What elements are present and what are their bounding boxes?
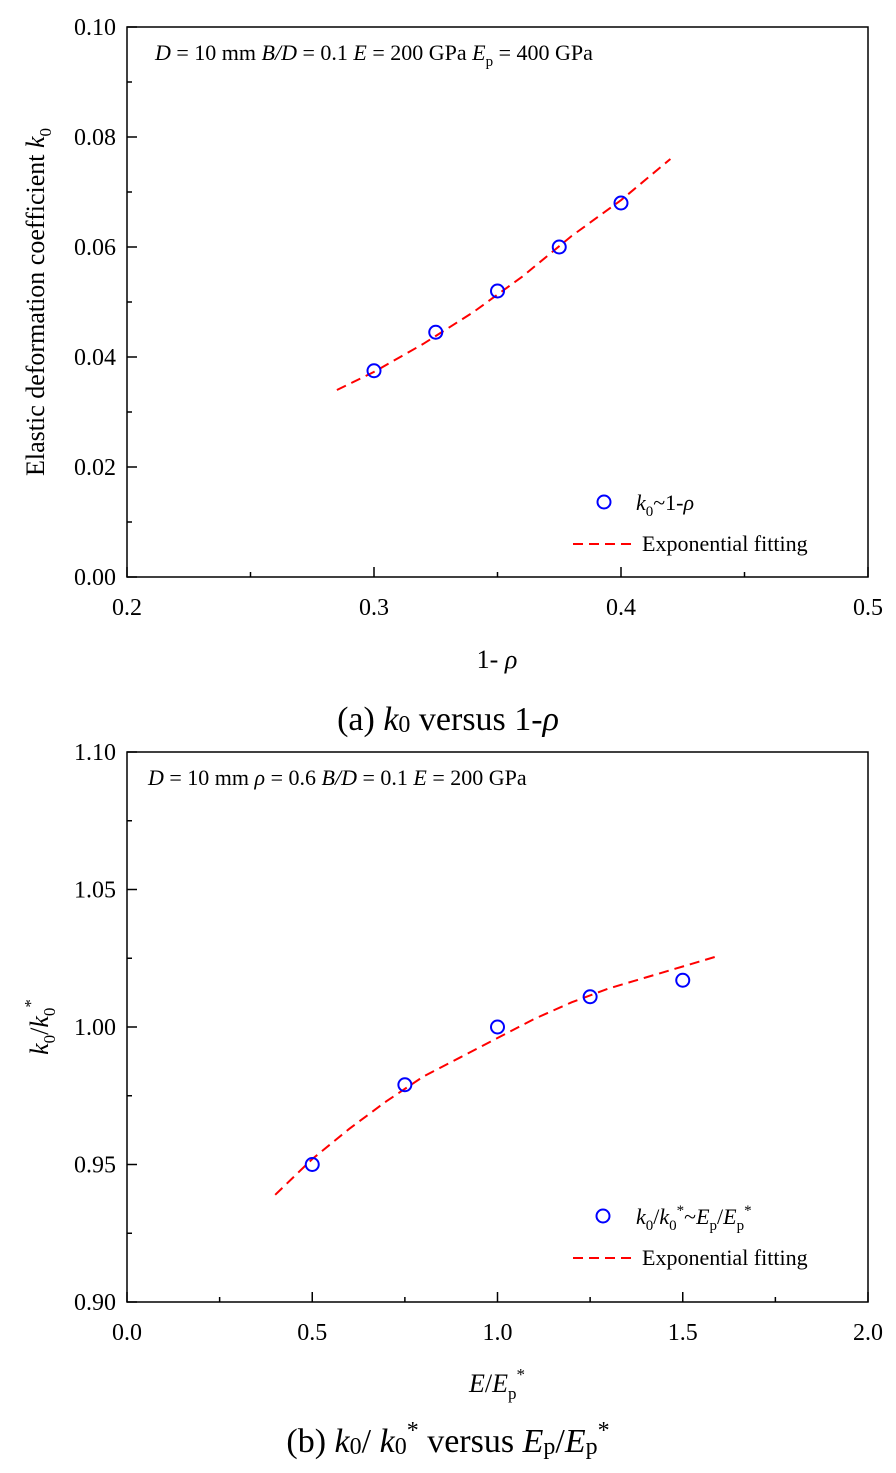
- legend-label-b-points: k0/k0*~Ep/Ep*: [636, 1203, 752, 1234]
- y-tick-label-a: 0.10: [74, 15, 116, 41]
- data-point-a: [428, 324, 444, 340]
- y-tick-label-a: 0.02: [74, 455, 116, 481]
- axis-ticks-a: 0.2 0.3 0.4 0.5 0.00 0.02 0.04 0.06 0.08 0.10: [74, 15, 883, 621]
- annotation-b: D = 10 mm ρ = 0.6 B/D = 0.1 E = 200 GPa: [147, 765, 527, 790]
- legend-a: k0~1-ρ Exponential fitting: [573, 490, 808, 556]
- data-point-a: [366, 363, 382, 379]
- y-axis-title-a: Elastic deformation coefficient k0: [21, 128, 55, 476]
- data-point-b: [582, 989, 598, 1005]
- annotation-a: D = 10 mm B/D = 0.1 E = 200 GPa Ep = 400…: [154, 40, 593, 70]
- y-tick-label-a: 0.06: [74, 235, 116, 261]
- x-tick-label-b: 0.5: [297, 1320, 327, 1346]
- axis-ticks-b: 0.0 0.5 1.0 1.5 2.0 0.90 0.95 1.00 1.05 1.10: [74, 740, 883, 1346]
- legend-label-a-points: k0~1-ρ: [636, 490, 694, 520]
- y-tick-label-b: 0.95: [74, 1153, 116, 1179]
- data-point-a: [551, 239, 567, 255]
- y-tick-label-b: 1.00: [74, 1015, 116, 1041]
- panel-b: 0.0 0.5 1.0 1.5 2.0 0.90 0.95 1.00 1.05 1.10 D = …: [21, 740, 883, 1460]
- caption-a: (a) k0 versus 1-ρ: [337, 701, 559, 738]
- plot-frame-a: [126, 26, 869, 578]
- data-point-b: [675, 972, 691, 988]
- legend-label-b-fit: Exponential fitting: [642, 1245, 808, 1270]
- data-point-b: [397, 1077, 413, 1093]
- x-axis-title-a: 1- ρ: [477, 645, 518, 674]
- fit-line-layer-a: [336, 158, 672, 391]
- legend-marker-a-points: [596, 494, 612, 510]
- y-tick-label-a: 0.04: [74, 345, 116, 371]
- x-tick-label-a: 0.3: [359, 595, 389, 621]
- x-tick-label-b: 1.5: [668, 1320, 698, 1346]
- legend-marker-b-points: [595, 1208, 611, 1224]
- x-tick-label-a: 0.2: [112, 595, 142, 621]
- scatter-layer-a: [366, 195, 629, 379]
- x-tick-label-a: 0.5: [853, 595, 883, 621]
- y-tick-label-b: 1.05: [74, 878, 116, 904]
- data-point-a: [490, 283, 505, 299]
- x-axis-title-b: E/Ep*: [468, 1365, 525, 1403]
- y-axis-title-b: k0/k0*: [21, 999, 59, 1055]
- caption-b: (b) k0/ k0* versus Ep/Ep*: [286, 1418, 609, 1460]
- data-point-b: [490, 1019, 505, 1035]
- x-tick-label-b: 0.0: [112, 1320, 142, 1346]
- data-point-b: [304, 1157, 320, 1172]
- y-tick-label-a: 0.00: [74, 565, 116, 591]
- x-tick-label-a: 0.4: [606, 595, 636, 621]
- y-tick-label-b: 0.90: [74, 1290, 116, 1316]
- scatter-layer-b: [304, 972, 691, 1172]
- data-point-a: [613, 195, 629, 211]
- y-tick-label-a: 0.08: [74, 125, 116, 151]
- legend-b: k0/k0*~Ep/Ep* Exponential fitting: [573, 1203, 808, 1270]
- legend-label-a-fit: Exponential fitting: [642, 531, 808, 556]
- panel-a: 0.2 0.3 0.4 0.5 0.00 0.02 0.04 0.06 0.08 0.10 D =…: [21, 15, 883, 738]
- fit-line-b: [274, 954, 721, 1196]
- x-tick-label-b: 2.0: [853, 1320, 883, 1346]
- fit-line-a: [336, 158, 672, 391]
- fit-line-layer-b: [274, 954, 721, 1196]
- x-tick-label-b: 1.0: [483, 1320, 513, 1346]
- y-tick-label-b: 1.10: [74, 740, 116, 766]
- plot-frame-b: [126, 751, 869, 1303]
